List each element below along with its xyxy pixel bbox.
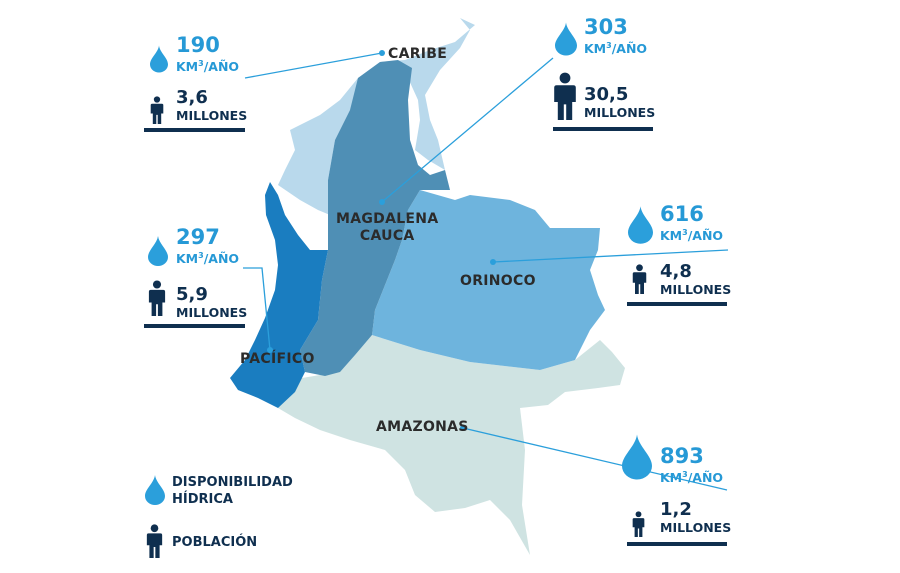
population-unit: MILLONES (584, 105, 656, 120)
water-drop-icon (628, 206, 653, 244)
water-drop-icon (145, 475, 165, 505)
dot-pacifico (267, 347, 273, 353)
stat-dividers (144, 127, 727, 546)
volume-unit: KM3/AÑO (584, 41, 648, 57)
water-drop-icon (148, 236, 168, 266)
person-icon (146, 524, 163, 558)
stat-amazonas-volume: 893 KM3/AÑO (660, 445, 723, 485)
legend-water-line1: DISPONIBILIDAD (172, 475, 293, 490)
region-caribe[interactable] (278, 18, 475, 215)
water-drop-icon (555, 22, 577, 56)
person-icon (150, 96, 164, 124)
leader-lines (243, 52, 729, 491)
divider-pacifico (144, 324, 245, 328)
legend-population: POBLACIÓN (172, 535, 258, 550)
leader-dots (267, 50, 496, 431)
label-orinoco: ORINOCO (460, 273, 536, 289)
stat-amazonas-population: 1,2 MILLONES (660, 499, 732, 536)
leader-orinoco (492, 249, 729, 263)
label-pacifico: PACÍFICO (240, 351, 315, 367)
leader-magdalena (381, 57, 554, 203)
region-magdalena-cauca[interactable] (300, 60, 450, 376)
label-magdalena: MAGDALENA CAUCA (336, 211, 438, 245)
volume-value: 893 (660, 444, 704, 468)
dot-orinoco (490, 259, 496, 265)
person-icon (632, 511, 645, 537)
population-value: 4,8 (660, 261, 692, 282)
volume-unit: KM3/AÑO (176, 251, 240, 267)
stat-magdalena-volume: 303 KM3/AÑO (584, 16, 647, 56)
stat-caribe-population: 3,6 MILLONES (176, 87, 248, 124)
divider-magdalena (553, 127, 653, 131)
population-unit: MILLONES (660, 282, 732, 297)
volume-value: 190 (176, 33, 220, 57)
legend-water: DISPONIBILIDAD HÍDRICA (172, 474, 293, 508)
volume-unit: KM3/AÑO (660, 228, 724, 244)
person-icon (554, 72, 576, 120)
volume-unit: KM3/AÑO (660, 470, 724, 486)
leader-pacifico (243, 267, 271, 351)
dot-caribe (379, 50, 385, 56)
dot-amazonas (460, 425, 466, 431)
water-drop-icon (622, 434, 652, 480)
leader-caribe (244, 52, 383, 79)
divider-caribe (144, 128, 245, 132)
stat-magdalena-population: 30,5 MILLONES (584, 84, 656, 121)
region-orinoco[interactable] (372, 190, 605, 370)
population-unit: MILLONES (660, 520, 732, 535)
population-value: 5,9 (176, 284, 208, 305)
stat-caribe-volume: 190 KM3/AÑO (176, 34, 239, 74)
person-icon (632, 264, 647, 294)
volume-value: 616 (660, 202, 704, 226)
label-magdalena-line1: MAGDALENA (336, 211, 439, 227)
person-icon (148, 280, 166, 316)
stat-orinoco-volume: 616 KM3/AÑO (660, 203, 723, 243)
label-amazonas: AMAZONAS (376, 419, 469, 435)
stat-orinoco-population: 4,8 MILLONES (660, 261, 732, 298)
label-caribe: CARIBE (388, 46, 448, 62)
population-value: 3,6 (176, 87, 208, 108)
legend-water-line2: HÍDRICA (172, 492, 233, 507)
label-magdalena-line2: CAUCA (359, 228, 415, 244)
volume-value: 303 (584, 15, 628, 39)
region-amazonas[interactable] (278, 335, 625, 555)
stat-pacifico-volume: 297 KM3/AÑO (176, 226, 239, 266)
volume-value: 297 (176, 225, 220, 249)
region-pacifico[interactable] (230, 182, 328, 408)
population-unit: MILLONES (176, 108, 248, 123)
leader-amazonas (462, 427, 728, 491)
population-value: 1,2 (660, 499, 692, 520)
stat-pacifico-population: 5,9 MILLONES (176, 284, 248, 321)
population-value: 30,5 (584, 84, 629, 105)
divider-orinoco (627, 302, 727, 306)
divider-amazonas (627, 542, 727, 546)
water-drop-icon (150, 45, 168, 73)
volume-unit: KM3/AÑO (176, 59, 240, 75)
dot-magdalena (379, 199, 385, 205)
population-unit: MILLONES (176, 305, 248, 320)
